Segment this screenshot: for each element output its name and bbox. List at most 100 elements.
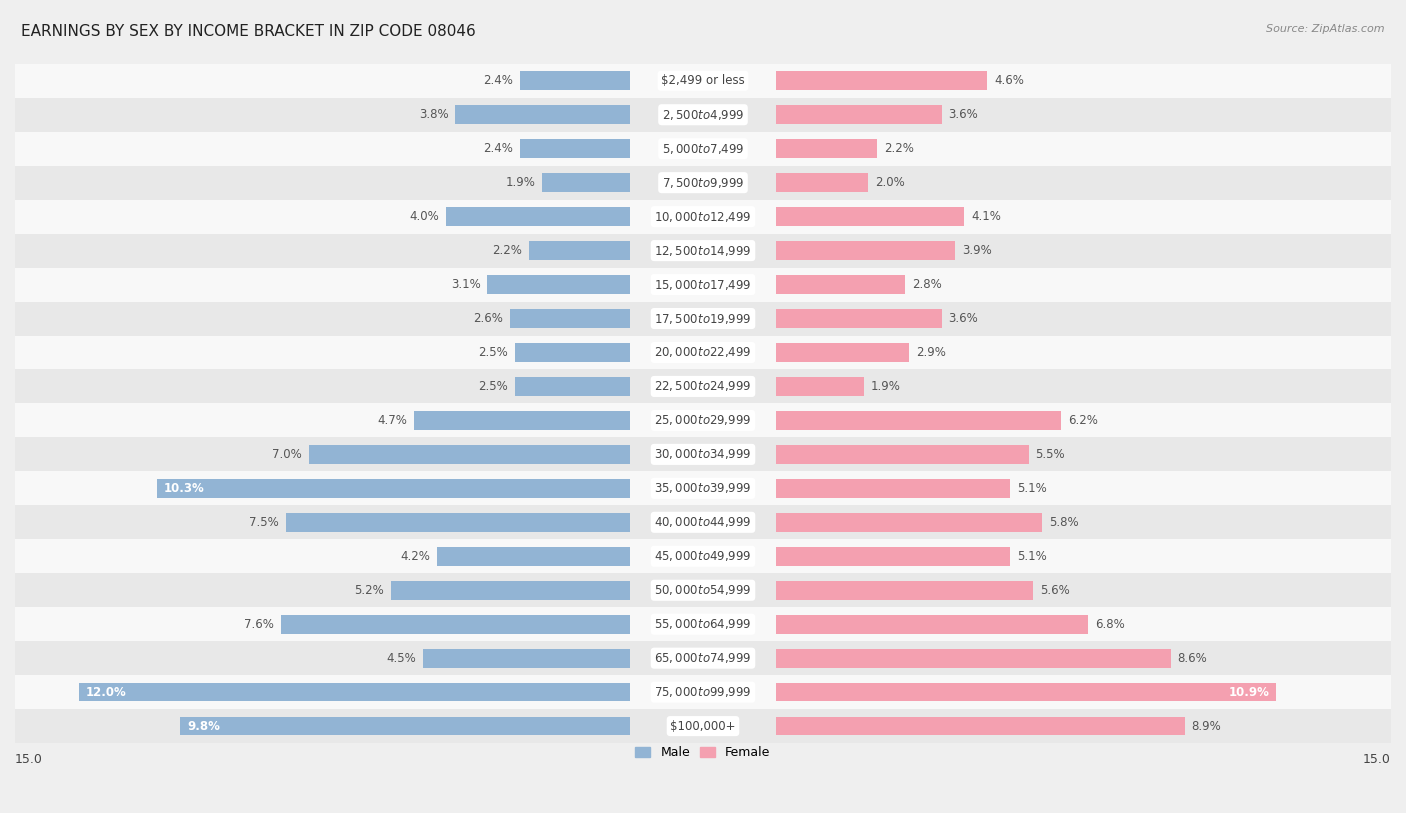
Bar [15,233,1391,267]
Text: 3.1%: 3.1% [451,278,481,291]
Text: $65,000 to $74,999: $65,000 to $74,999 [654,651,752,665]
Text: 4.6%: 4.6% [994,74,1024,87]
Text: 2.5%: 2.5% [478,380,508,393]
Bar [15,132,1391,166]
Bar [776,411,1060,430]
Bar [776,241,955,260]
Bar [515,377,630,396]
Bar [15,200,1391,233]
Text: $20,000 to $22,499: $20,000 to $22,499 [654,346,752,359]
Bar [15,641,1391,675]
Bar [776,445,1029,463]
Text: 2.4%: 2.4% [482,142,513,155]
Text: 6.8%: 6.8% [1095,618,1125,631]
Text: 5.2%: 5.2% [354,584,384,597]
Text: 4.7%: 4.7% [377,414,408,427]
Bar [15,98,1391,132]
Text: $15,000 to $17,499: $15,000 to $17,499 [654,277,752,292]
Legend: Male, Female: Male, Female [630,741,776,764]
Text: 7.0%: 7.0% [271,448,302,461]
Bar [15,472,1391,506]
Bar [446,207,630,226]
Bar [15,539,1391,573]
Text: 2.0%: 2.0% [875,176,904,189]
Text: 2.5%: 2.5% [478,346,508,359]
Text: 5.5%: 5.5% [1036,448,1066,461]
Bar [776,343,910,362]
Text: 4.0%: 4.0% [409,210,439,223]
Bar [180,717,630,736]
Bar [529,241,630,260]
Bar [776,649,1171,667]
Text: $40,000 to $44,999: $40,000 to $44,999 [654,515,752,529]
Bar [15,675,1391,709]
Text: $12,500 to $14,999: $12,500 to $14,999 [654,244,752,258]
Bar [79,683,630,702]
Text: Source: ZipAtlas.com: Source: ZipAtlas.com [1267,24,1385,34]
Bar [776,139,877,158]
Text: 3.9%: 3.9% [962,244,991,257]
Bar [15,166,1391,200]
Text: $30,000 to $34,999: $30,000 to $34,999 [654,447,752,462]
Text: 4.1%: 4.1% [972,210,1001,223]
Bar [776,377,863,396]
Text: 7.5%: 7.5% [249,515,278,528]
Text: 5.8%: 5.8% [1049,515,1078,528]
Bar [391,581,630,599]
Bar [776,207,965,226]
Text: 2.6%: 2.6% [474,312,503,325]
Bar [15,63,1391,98]
Bar [776,106,942,124]
Text: 3.6%: 3.6% [949,312,979,325]
Bar [520,139,630,158]
Text: $22,500 to $24,999: $22,500 to $24,999 [654,380,752,393]
Bar [776,173,868,192]
Text: 10.9%: 10.9% [1229,685,1270,698]
Text: 5.1%: 5.1% [1017,550,1047,563]
Bar [776,72,987,90]
Bar [543,173,630,192]
Text: 8.6%: 8.6% [1178,652,1208,665]
Bar [423,649,630,667]
Text: EARNINGS BY SEX BY INCOME BRACKET IN ZIP CODE 08046: EARNINGS BY SEX BY INCOME BRACKET IN ZIP… [21,24,475,39]
Bar [308,445,630,463]
Text: $45,000 to $49,999: $45,000 to $49,999 [654,550,752,563]
Text: $2,500 to $4,999: $2,500 to $4,999 [662,108,744,122]
Bar [520,72,630,90]
Text: 2.4%: 2.4% [482,74,513,87]
Bar [15,573,1391,607]
Text: $50,000 to $54,999: $50,000 to $54,999 [654,583,752,598]
Bar [515,343,630,362]
Bar [15,267,1391,302]
Bar [15,369,1391,403]
Bar [281,615,630,633]
Bar [15,709,1391,743]
Bar [488,276,630,293]
Bar [776,479,1011,498]
Bar [776,717,1185,736]
Text: $17,500 to $19,999: $17,500 to $19,999 [654,311,752,325]
Bar [285,513,630,532]
Text: 2.2%: 2.2% [884,142,914,155]
Text: 1.9%: 1.9% [506,176,536,189]
Bar [776,683,1277,702]
Bar [15,302,1391,336]
Bar [15,336,1391,369]
Bar [157,479,630,498]
Text: 1.9%: 1.9% [870,380,900,393]
Bar [456,106,630,124]
Bar [15,607,1391,641]
Text: $55,000 to $64,999: $55,000 to $64,999 [654,617,752,631]
Bar [413,411,630,430]
Bar [776,615,1088,633]
Text: 4.2%: 4.2% [401,550,430,563]
Text: 5.6%: 5.6% [1040,584,1070,597]
Text: 7.6%: 7.6% [245,618,274,631]
Bar [776,581,1033,599]
Text: 6.2%: 6.2% [1067,414,1098,427]
Text: 9.8%: 9.8% [187,720,219,733]
Text: $10,000 to $12,499: $10,000 to $12,499 [654,210,752,224]
Bar [510,309,630,328]
Text: $2,499 or less: $2,499 or less [661,74,745,87]
Text: 5.1%: 5.1% [1017,482,1047,495]
